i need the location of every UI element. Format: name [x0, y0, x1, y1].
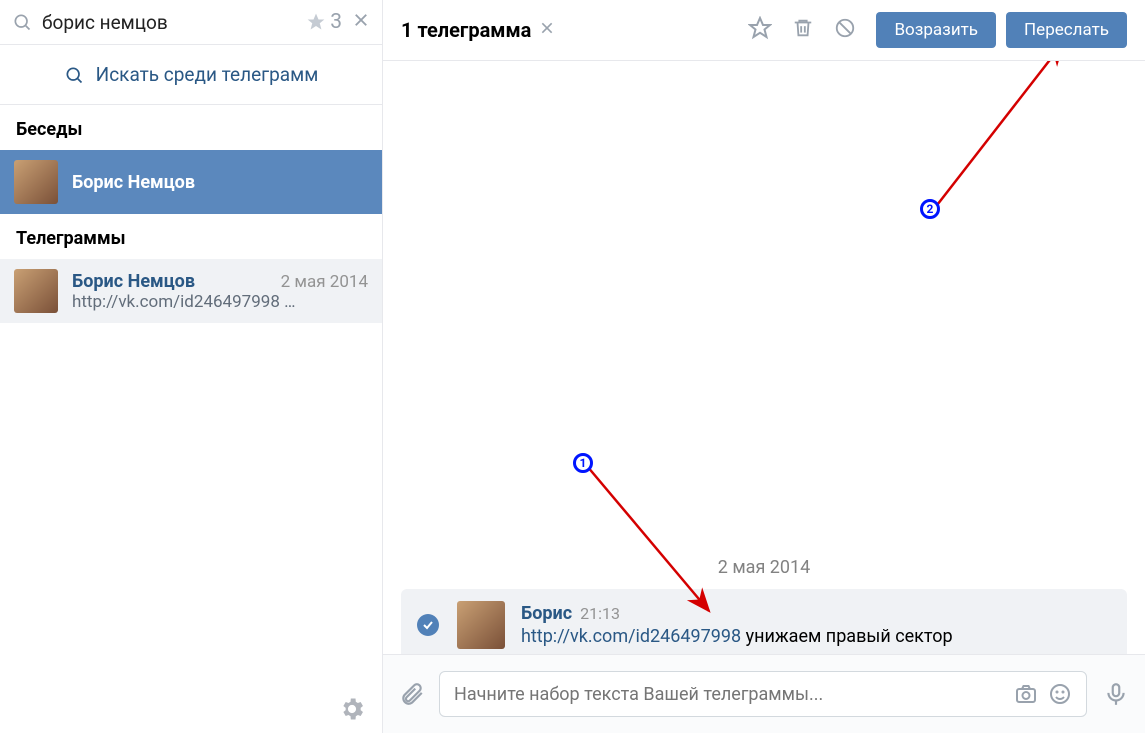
search-telegrams-link[interactable]: Искать среди телеграмм [0, 45, 382, 105]
clear-selection-icon[interactable] [539, 20, 555, 41]
telegram-date: 2 мая 2014 [281, 272, 368, 292]
delete-icon[interactable] [792, 17, 814, 43]
conversation-area: 2 мая 2014 Борис 21:13 http://vk.com/id2… [383, 61, 1145, 654]
emoji-icon[interactable] [1048, 682, 1072, 706]
message-link[interactable]: http://vk.com/id246497998 [521, 626, 741, 647]
clear-search-icon[interactable] [352, 10, 370, 34]
annotation-marker-2: 2 [920, 199, 940, 219]
reply-button[interactable]: Возразить [876, 12, 996, 48]
star-filter[interactable]: 3 [306, 10, 342, 34]
avatar [457, 601, 505, 649]
avatar [14, 269, 58, 313]
composer-input-wrap [439, 671, 1087, 717]
main-pane: 1 телеграмма Возразить Переслать 2 мая 2… [383, 0, 1145, 733]
selected-check-icon[interactable] [417, 614, 439, 636]
message-sender[interactable]: Борис [521, 603, 572, 624]
favorite-icon[interactable] [748, 16, 772, 44]
conversation-item[interactable]: Борис Немцов [0, 150, 382, 214]
mic-icon[interactable] [1103, 681, 1129, 707]
avatar [14, 160, 58, 204]
search-icon [12, 12, 32, 32]
search-row: 3 [0, 0, 382, 45]
conversation-name: Борис Немцов [72, 172, 195, 193]
telegram-preview: http://vk.com/id246497998 … [72, 292, 368, 312]
forward-button[interactable]: Переслать [1006, 12, 1127, 48]
telegram-item[interactable]: Борис Немцов 2 мая 2014 http://vk.com/id… [0, 259, 382, 323]
telegram-name: Борис Немцов [72, 271, 195, 292]
spam-icon[interactable] [834, 17, 856, 43]
search-input[interactable] [42, 11, 306, 34]
sidebar: 3 Искать среди телеграмм Беседы Борис Не… [0, 0, 383, 733]
star-icon [306, 12, 326, 32]
composer [383, 654, 1145, 733]
annotation-marker-1: 1 [573, 453, 593, 473]
selection-title: 1 телеграмма [401, 18, 531, 42]
message-time: 21:13 [580, 604, 620, 623]
search-telegrams-label: Искать среди телеграмм [96, 63, 319, 86]
section-conversations: Беседы [0, 105, 382, 150]
star-count-value: 3 [330, 10, 342, 34]
search-icon [64, 65, 84, 85]
message-body: Борис 21:13 http://vk.com/id246497998 ун… [521, 603, 1111, 647]
composer-input[interactable] [454, 684, 1004, 705]
message-selected[interactable]: Борис 21:13 http://vk.com/id246497998 ун… [401, 589, 1127, 654]
attach-icon[interactable] [399, 681, 425, 707]
message-text-after: унижаем правый сектор [741, 626, 952, 647]
camera-icon[interactable] [1014, 682, 1038, 706]
topbar: 1 телеграмма Возразить Переслать [383, 0, 1145, 61]
date-separator: 2 мая 2014 [383, 557, 1145, 578]
settings-icon[interactable] [338, 695, 366, 723]
section-telegrams: Телеграммы [0, 214, 382, 259]
message-text: http://vk.com/id246497998 унижаем правый… [521, 626, 1111, 647]
